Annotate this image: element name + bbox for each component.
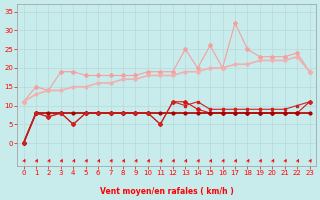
X-axis label: Vent moyen/en rafales ( km/h ): Vent moyen/en rafales ( km/h ) — [100, 187, 234, 196]
